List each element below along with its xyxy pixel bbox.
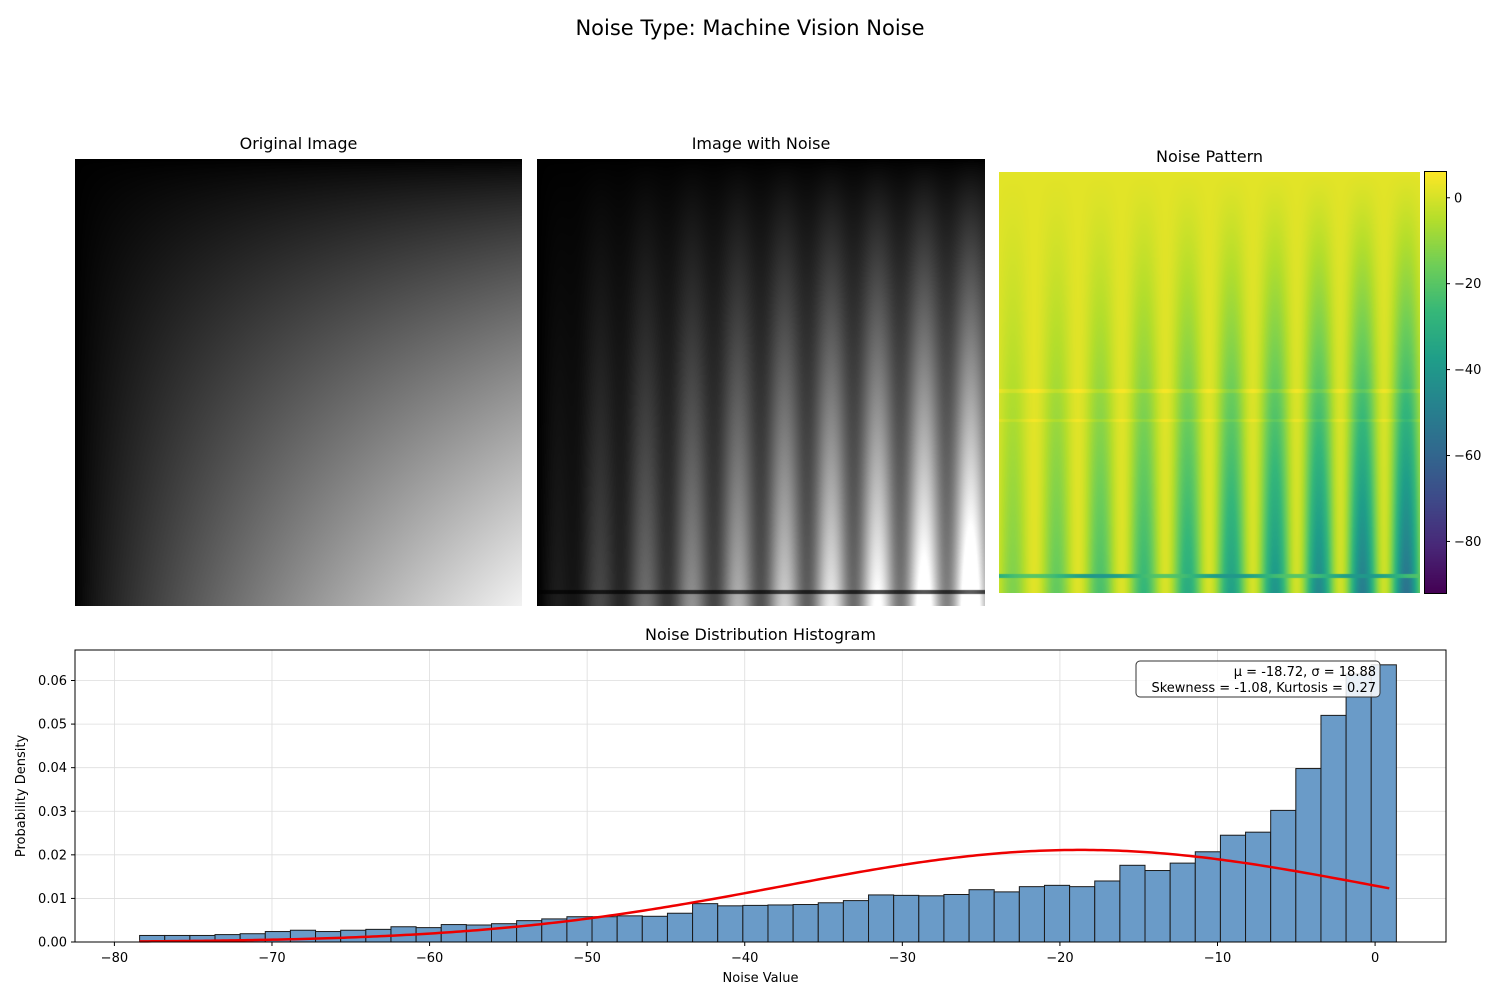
colorbar-axis: 0 −20 −40 −60 −80 <box>1446 191 1481 550</box>
histogram-bar <box>893 894 920 943</box>
figure-title: Noise Type: Machine Vision Noise <box>575 16 925 40</box>
original-image <box>75 159 522 606</box>
histogram-bar <box>1119 864 1146 943</box>
histogram-bar <box>1320 714 1347 943</box>
histogram-bar <box>1144 870 1171 943</box>
colorbar-tick-label: −80 <box>1454 535 1481 550</box>
histogram-bar <box>717 905 744 943</box>
histogram-bar <box>1194 851 1221 943</box>
histogram-title: Noise Distribution Histogram <box>645 625 876 644</box>
x-tick-label: −40 <box>731 951 758 966</box>
histogram-bar <box>943 893 970 943</box>
x-tick-label: −30 <box>889 951 916 966</box>
histogram-bar <box>1018 886 1045 943</box>
histogram-bar <box>868 894 895 943</box>
histogram-bar <box>742 904 769 943</box>
colorbar-tick-label: 0 <box>1454 191 1462 206</box>
y-tick-label: 0.02 <box>38 848 67 863</box>
histogram-bar <box>1169 862 1196 943</box>
stats-box <box>1135 660 1381 698</box>
histogram-bar <box>1295 768 1322 943</box>
normal-fit-curve <box>139 848 1390 943</box>
noise-pattern-image <box>999 172 1420 593</box>
histogram-bar <box>842 900 870 943</box>
histogram-bar <box>1219 834 1247 943</box>
colorbar-tick-label: −40 <box>1454 363 1481 378</box>
histogram-bar <box>918 895 945 943</box>
stats-line-1: μ = -18.72, σ = 18.88 <box>1234 665 1376 680</box>
histogram-bar <box>1345 673 1372 943</box>
histogram-bar <box>1370 664 1397 943</box>
histogram-bar <box>817 902 844 943</box>
colorbar <box>1424 171 1447 594</box>
histogram-bar <box>616 915 643 943</box>
noisy-image-title: Image with Noise <box>691 134 831 153</box>
histogram-bar <box>591 916 618 943</box>
histogram-bar <box>767 904 794 943</box>
x-tick-label: −50 <box>573 951 600 966</box>
histogram-bar <box>1043 884 1071 943</box>
histogram-bar <box>692 903 719 943</box>
colorbar-tick-label: −20 <box>1454 277 1481 292</box>
x-tick-label: 0 <box>1371 951 1379 966</box>
histogram-bar <box>1270 809 1297 943</box>
histogram-bar <box>993 891 1020 943</box>
histogram-chart: Noise Distribution Histogram −80 −70 −60 −50… <box>14 625 1447 986</box>
y-tick-label: 0.05 <box>38 718 67 733</box>
x-tick-label: −60 <box>416 951 443 966</box>
y-tick-label: 0.01 <box>38 892 67 907</box>
histogram-bar <box>641 915 668 943</box>
histogram-bar <box>1094 880 1121 943</box>
histogram-bar <box>666 912 694 943</box>
histogram-bar <box>465 924 493 943</box>
y-tick-label: 0.06 <box>38 674 67 689</box>
y-axis-label: Probability Density <box>14 735 29 858</box>
x-axis-label: Noise Value <box>723 971 799 986</box>
original-image-title: Original Image <box>239 134 358 153</box>
histogram-bar <box>792 904 819 943</box>
y-tick-label: 0.00 <box>38 936 67 951</box>
x-tick-label: −80 <box>101 951 128 966</box>
noise-pattern-title: Noise Pattern <box>1155 147 1264 166</box>
noisy-image <box>537 159 985 606</box>
y-tick-label: 0.03 <box>38 805 67 820</box>
x-tick-label: −10 <box>1204 951 1231 966</box>
x-tick-label: −70 <box>258 951 285 966</box>
stats-line-2: Skewness = -1.08, Kurtosis = 0.27 <box>1151 681 1376 696</box>
histogram-bar <box>1069 886 1096 943</box>
histogram-bar <box>968 889 995 943</box>
histogram-bar <box>1245 831 1272 943</box>
x-tick-label: −20 <box>1046 951 1073 966</box>
y-tick-label: 0.04 <box>38 761 67 776</box>
plot-frame <box>74 649 1447 943</box>
colorbar-tick-label: −60 <box>1454 449 1481 464</box>
